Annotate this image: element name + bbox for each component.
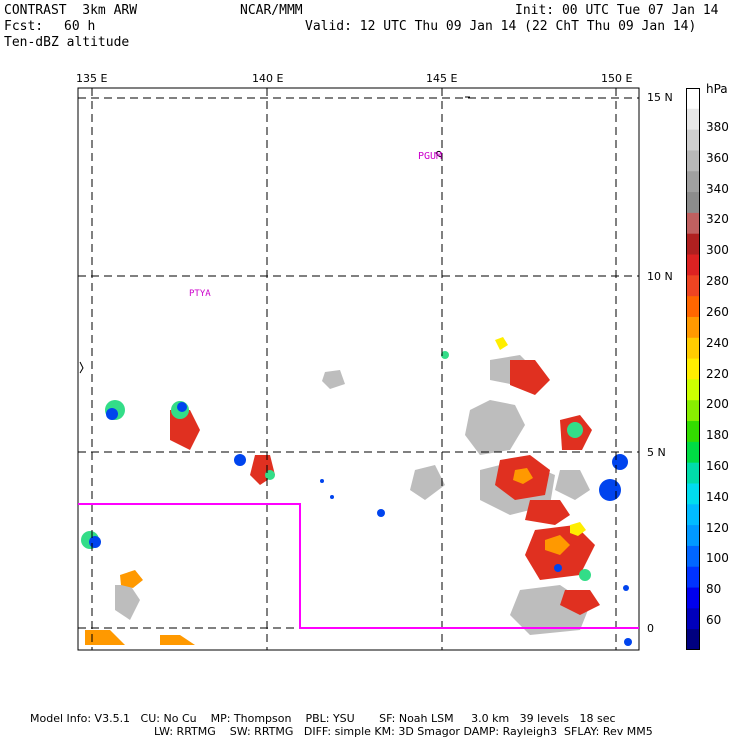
colorbar-swatch (686, 150, 700, 172)
colorbar-swatch (686, 212, 700, 235)
colorbar-label: 100 (706, 551, 729, 566)
field-name: Ten-dBZ altitude (4, 35, 130, 50)
colorbar-label: 120 (706, 520, 729, 535)
colorbar-label: 260 (706, 304, 729, 319)
fcst-value: 60 h (64, 19, 96, 34)
colorbar-swatch (686, 358, 700, 380)
lat-label-0: 0 (647, 622, 654, 635)
guam-coastline (435, 150, 443, 158)
colorbar-label: 240 (706, 335, 729, 350)
colorbar-swatch (686, 483, 700, 505)
echo-shapes (81, 337, 632, 646)
colorbar-swatch (686, 108, 700, 131)
colorbar-label: 80 (706, 582, 722, 597)
colorbar-swatch (686, 462, 700, 484)
station-pgum: PGUM (418, 151, 443, 162)
org-label: NCAR/MMM (240, 3, 303, 18)
colorbar-label: 300 (706, 243, 729, 258)
colorbar-swatch (686, 629, 700, 650)
colorbar-swatch (686, 275, 700, 297)
colorbar-label: 320 (706, 212, 729, 227)
lon-label-140: 140 E (252, 72, 284, 85)
colorbar-swatch (686, 316, 700, 339)
colorbar-swatch (686, 296, 700, 318)
colorbar-swatch (686, 337, 700, 360)
lat-label-10n: 10 N (647, 270, 673, 283)
map-frame (77, 87, 640, 651)
lon-label-145: 145 E (426, 72, 458, 85)
colorbar-swatch (686, 192, 700, 214)
colorbar-swatch (686, 88, 700, 110)
footer-model-info: Model Info: V3.5.1 CU: No Cu MP: Thompso… (30, 712, 616, 725)
colorbar-swatch (686, 379, 700, 401)
colorbar-label: 60 (706, 613, 722, 627)
fcst-label: Fcst: (4, 19, 44, 34)
colorbar-label: 280 (706, 274, 729, 289)
colorbar-label: 140 (706, 489, 729, 504)
inner-domain-boundary (78, 503, 639, 629)
colorbar-swatch (686, 254, 700, 276)
colorbar-swatch (686, 504, 700, 526)
island-coastline (79, 361, 84, 374)
colorbar-label: 200 (706, 397, 729, 412)
valid-time: Valid: 12 UTC Thu 09 Jan 14 (22 ChT Thu … (305, 19, 697, 34)
colorbar-label: 160 (706, 458, 729, 473)
colorbar-swatch (686, 608, 700, 630)
colorbar-label: 360 (706, 150, 729, 165)
colorbar-swatch (686, 421, 700, 443)
model-title: CONTRAST 3km ARW (4, 3, 138, 18)
colorbar-swatch (686, 525, 700, 547)
colorbar-swatch (686, 441, 700, 464)
colorbar-swatch (686, 566, 700, 589)
colorbar-swatch (686, 400, 700, 422)
colorbar-label: 220 (706, 366, 729, 381)
footer-physics-info: LW: RRTMG SW: RRTMG DIFF: simple KM: 3D … (154, 725, 653, 738)
lon-label-135: 135 E (76, 72, 108, 85)
colorbar-swatch (686, 129, 700, 151)
init-time: Init: 00 UTC Tue 07 Jan 14 (515, 3, 719, 18)
lat-label-5n: 5 N (647, 446, 666, 459)
colorbar-label: 380 (706, 120, 729, 134)
colorbar-swatch (686, 587, 700, 609)
colorbar-label: 340 (706, 181, 729, 196)
lat-label-15n: 15 N (647, 91, 673, 104)
colorbar-swatch (686, 545, 700, 568)
station-ptya: PTYA (189, 289, 211, 299)
colorbar-unit: hPa (706, 82, 728, 96)
colorbar-swatch (686, 171, 700, 193)
lon-label-150: 150 E (601, 72, 633, 85)
colorbar-label: 180 (706, 428, 729, 443)
colorbar-border (686, 88, 700, 650)
colorbar-swatch (686, 233, 700, 256)
colorbar (686, 88, 700, 650)
